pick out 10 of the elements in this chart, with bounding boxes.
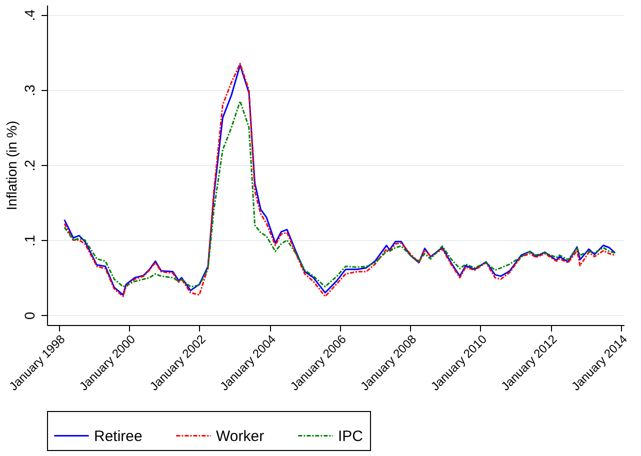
y-axis-title: Inflation (in %) <box>4 120 20 210</box>
y-tick-label: .4 <box>22 9 38 22</box>
y-tick-label: .2 <box>22 159 38 172</box>
y-tick-label: 0 <box>22 312 38 320</box>
y-tick-label: .3 <box>22 84 38 96</box>
legend-label: Retiree <box>94 428 142 445</box>
y-tick-label: .1 <box>22 234 38 246</box>
legend-label: Worker <box>216 428 264 445</box>
line-series <box>64 100 616 288</box>
legend-label: IPC <box>338 428 364 445</box>
